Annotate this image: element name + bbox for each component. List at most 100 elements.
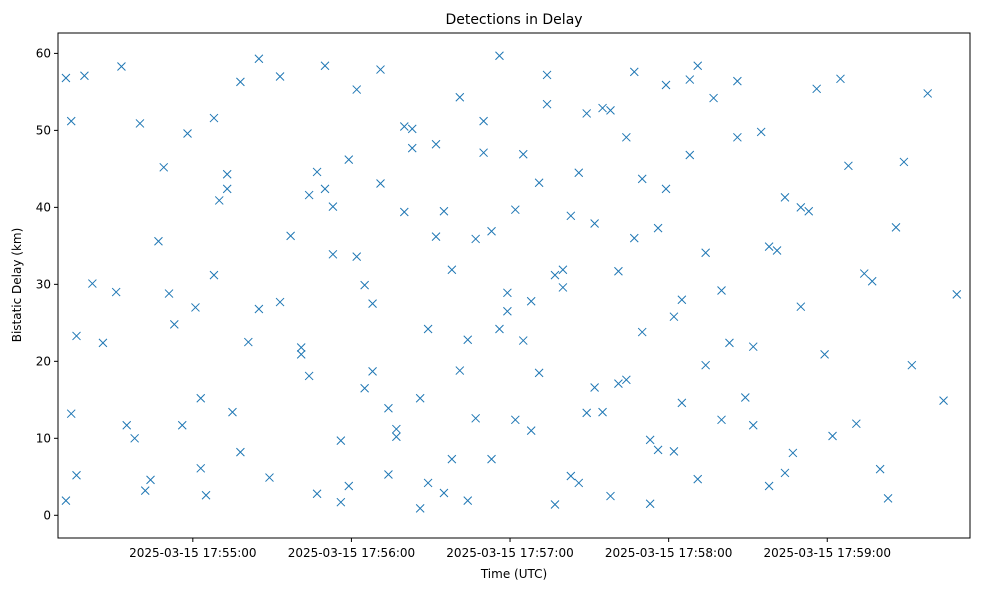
data-point xyxy=(447,454,457,464)
data-point xyxy=(146,475,155,485)
data-point xyxy=(407,143,417,153)
data-point xyxy=(423,478,433,488)
y-tick-label: 60 xyxy=(36,46,51,60)
data-point xyxy=(471,234,481,244)
data-point xyxy=(748,420,758,430)
data-point xyxy=(360,280,369,290)
data-point xyxy=(859,269,869,278)
data-point xyxy=(336,497,346,507)
y-axis-ticks: 0 10 20 30 40 50 60 xyxy=(36,46,58,522)
data-point xyxy=(479,148,488,158)
data-point xyxy=(542,70,552,80)
data-point xyxy=(733,132,742,142)
data-point xyxy=(566,211,576,221)
data-point xyxy=(899,157,909,167)
data-point xyxy=(415,393,425,403)
data-point xyxy=(296,343,306,352)
data-markers xyxy=(61,51,962,513)
data-point xyxy=(653,223,663,233)
data-point xyxy=(867,276,877,286)
data-point xyxy=(685,150,695,160)
data-point xyxy=(275,297,285,307)
data-point xyxy=(135,119,145,128)
data-point xyxy=(629,233,639,243)
data-point xyxy=(709,93,718,103)
data-point xyxy=(320,184,330,194)
y-tick-label: 40 xyxy=(36,200,51,214)
data-point xyxy=(122,420,132,430)
data-point xyxy=(265,473,274,482)
data-point xyxy=(669,447,679,456)
data-point xyxy=(534,368,544,378)
data-point xyxy=(717,415,726,425)
data-point xyxy=(558,265,568,275)
data-point xyxy=(117,62,126,71)
data-point xyxy=(875,464,885,474)
data-point xyxy=(526,426,536,435)
y-tick-label: 30 xyxy=(36,277,51,291)
data-point xyxy=(550,270,560,280)
data-point xyxy=(487,454,496,464)
data-point xyxy=(637,174,647,184)
data-point xyxy=(336,436,346,445)
data-point xyxy=(693,61,703,71)
data-point xyxy=(214,196,224,205)
data-point xyxy=(748,342,758,352)
data-point xyxy=(891,223,901,232)
data-point xyxy=(923,89,933,98)
data-point xyxy=(772,246,782,255)
data-point xyxy=(415,504,425,513)
y-tick-label: 10 xyxy=(36,431,51,445)
data-point xyxy=(677,295,687,305)
data-point xyxy=(606,106,615,115)
data-point xyxy=(455,366,465,375)
data-point xyxy=(796,302,806,312)
data-point xyxy=(780,193,790,202)
data-point xyxy=(177,420,187,430)
data-point xyxy=(669,312,679,322)
data-point xyxy=(352,252,362,261)
data-point xyxy=(820,350,829,359)
data-point xyxy=(66,409,76,419)
data-point xyxy=(566,471,576,481)
data-point xyxy=(637,327,647,337)
data-point xyxy=(98,338,108,348)
data-point xyxy=(558,283,568,292)
data-point xyxy=(368,299,377,308)
data-point xyxy=(629,67,639,77)
data-point xyxy=(503,288,512,298)
data-point xyxy=(209,270,219,280)
data-point xyxy=(447,265,457,275)
data-point xyxy=(130,433,140,443)
x-tick-label: 2025-03-15 17:59:00 xyxy=(764,546,891,560)
data-point xyxy=(907,360,917,370)
data-point xyxy=(780,468,790,478)
data-point xyxy=(376,65,385,74)
data-point xyxy=(574,478,584,488)
x-tick-label: 2025-03-15 17:55:00 xyxy=(129,546,256,560)
data-point xyxy=(717,286,726,295)
data-point xyxy=(183,129,192,138)
data-point xyxy=(582,408,592,418)
data-point xyxy=(463,496,473,506)
data-point xyxy=(243,337,253,347)
data-point xyxy=(304,371,314,381)
data-point xyxy=(574,168,584,178)
data-point xyxy=(80,71,89,81)
data-point xyxy=(304,190,314,200)
x-tick-label: 2025-03-15 17:57:00 xyxy=(446,546,573,560)
data-point xyxy=(169,320,179,329)
data-point xyxy=(844,161,853,171)
data-point xyxy=(222,169,232,179)
chart-title: Detections in Delay xyxy=(445,12,582,28)
data-point xyxy=(677,398,687,408)
data-point xyxy=(883,494,893,503)
data-point xyxy=(495,324,504,334)
data-point xyxy=(836,74,845,84)
data-point xyxy=(693,474,703,484)
data-point xyxy=(196,393,206,403)
data-point xyxy=(384,470,393,479)
data-point xyxy=(550,500,560,509)
